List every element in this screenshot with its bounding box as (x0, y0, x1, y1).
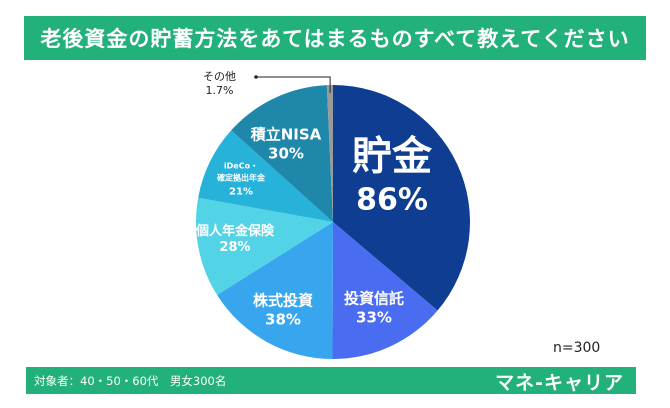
slice-value: 21% (229, 186, 253, 198)
title-bar: 老後資金の貯蓄方法をあてはまるものすべて教えてください (24, 16, 646, 60)
footer-bar: 対象者：40・50・60代 男女300名 マネ-キャリア (26, 367, 636, 394)
label-mutual-funds: 投資信託 33% (344, 289, 404, 327)
slice-value: 28% (219, 240, 251, 255)
pie-slice (198, 130, 333, 222)
label-ideco: iDeCo・ 確定拠出年金 21% (217, 161, 265, 200)
label-pension-insurance: 個人年金保険 28% (196, 224, 274, 257)
other-leader-line (256, 76, 331, 94)
slice-label: 積立NISA (250, 125, 322, 144)
slice-label: 個人年金保険 (195, 223, 275, 239)
brand-logo: マネ-キャリア (495, 372, 624, 394)
footer-note: 対象者：40・50・60代 男女300名 (34, 374, 227, 388)
label-savings: 貯金 86% (352, 131, 432, 219)
slice-label: iDeCo・ (223, 161, 259, 171)
slice-label: 投資信託 (343, 289, 405, 308)
leader-dot (254, 75, 258, 79)
slice-label: 貯金 (352, 133, 432, 180)
pie-slice (217, 222, 333, 359)
sample-size: n=300 (553, 340, 601, 356)
label-other: その他 1.7% (203, 70, 236, 99)
slice-value: 86% (356, 182, 428, 218)
slice-label: 株式投資 (252, 291, 314, 310)
chart-title: 老後資金の貯蓄方法をあてはまるものすべて教えてください (40, 27, 630, 51)
pie-slice (326, 85, 333, 222)
slice-value: 38% (265, 310, 301, 328)
slice-value: 33% (356, 308, 392, 326)
label-nisa: 積立NISA 30% (251, 125, 322, 163)
pie-slice (333, 85, 471, 311)
slice-label: その他 (203, 70, 236, 83)
slice-value: 30% (268, 144, 304, 162)
slice-value: 1.7% (205, 84, 234, 98)
pie-slice (195, 197, 333, 296)
label-stocks: 株式投資 38% (253, 291, 313, 329)
slice-label: 確定拠出年金 (217, 173, 265, 183)
pie-slice (231, 85, 333, 222)
pie-slice (332, 222, 438, 359)
